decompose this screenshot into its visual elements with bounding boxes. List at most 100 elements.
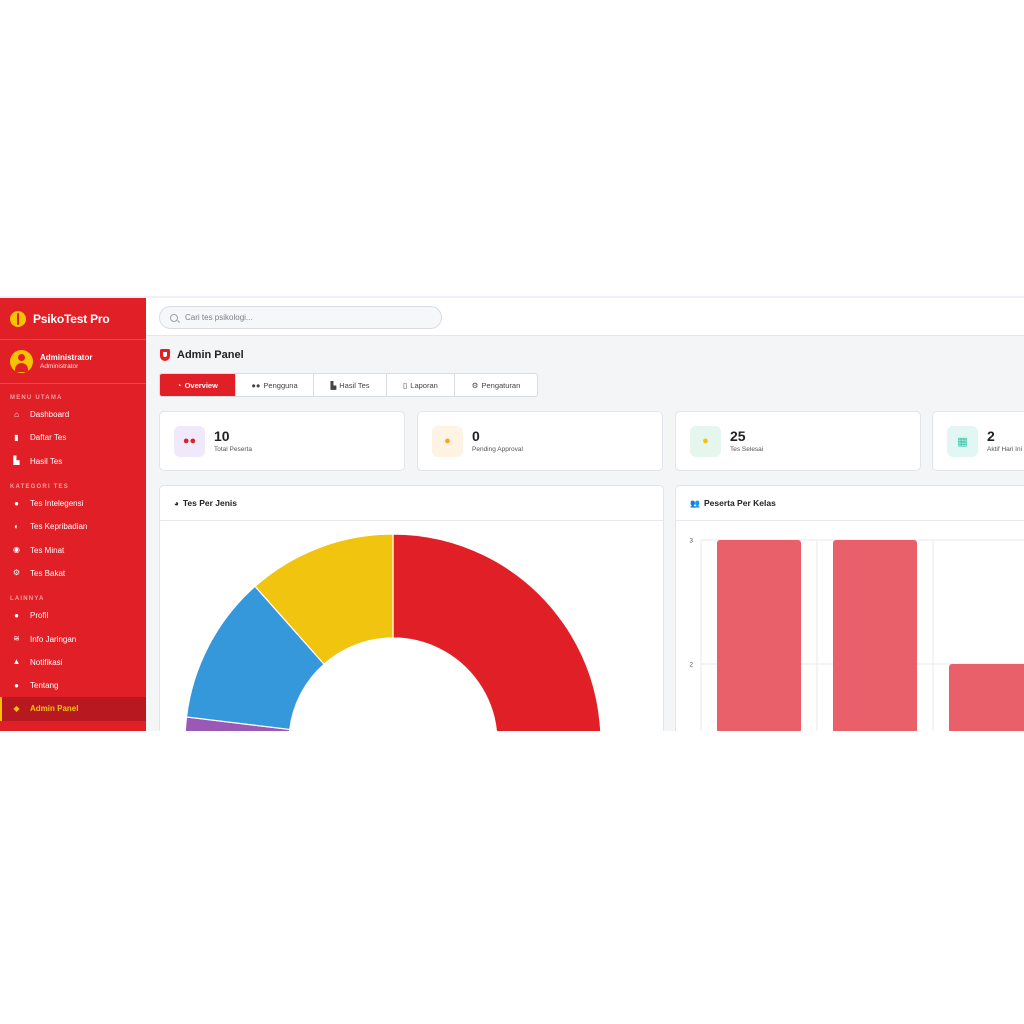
wifi-icon: ≋ (12, 635, 21, 644)
shield-icon (160, 349, 170, 361)
sidebar-item-tentang[interactable]: ● Tentang (0, 674, 146, 697)
sidebar-item-tes-kepribadian[interactable]: ◐ Tes Kepribadian (0, 515, 146, 538)
tab-pengguna[interactable]: ●● Pengguna (236, 374, 314, 396)
tab-pengaturan[interactable]: ⚙ Pengaturan (455, 374, 537, 396)
sidebar-item-notifikasi[interactable]: ▲ Notifikasi (0, 651, 146, 674)
section-label-menu-utama: MENU UTAMA (0, 395, 146, 401)
users-icon: ●● (251, 381, 260, 390)
sidebar-item-label: Hasil Tes (30, 457, 62, 466)
stat-value: 25 (730, 429, 763, 443)
sidebar-item-profil[interactable]: ● Profil (0, 604, 146, 627)
y-tick-label: 2 (689, 662, 693, 669)
user-role: Administrator (40, 363, 92, 370)
tab-label: Hasil Tes (339, 381, 369, 390)
search-input[interactable] (185, 313, 425, 322)
check-circle-icon: ● (690, 426, 721, 457)
sidebar-item-tes-intelegensi[interactable]: ● Tes Intelegensi (0, 492, 146, 515)
user-name: Administrator (40, 353, 92, 362)
page-title: Admin Panel (177, 349, 244, 361)
sidebar-item-label: Tes Intelegensi (30, 499, 83, 508)
user-profile[interactable]: Administrator Administrator (0, 340, 146, 384)
card-tes-per-jenis: ◕ Tes Per Jenis (159, 485, 664, 731)
sidebar-item-label: Notifikasi (30, 658, 62, 667)
sidebar-item-hasil-tes[interactable]: ▙ Hasil Tes (0, 450, 146, 473)
sidebar-item-label: Tentang (30, 681, 58, 690)
stat-card-tes-selesai: ● 25 Tes Selesai (675, 411, 921, 471)
sidebar-item-label: Dashboard (30, 410, 69, 419)
user-gear-icon: ● (12, 611, 21, 620)
bar-chart: 32 (676, 522, 1024, 731)
app-window: PsikoTest Pro Administrator Administrato… (0, 298, 1024, 731)
bar-2[interactable] (949, 664, 1024, 731)
sidebar-item-label: Info Jaringan (30, 635, 76, 644)
stat-value: 2 (987, 429, 1022, 443)
tab-overview[interactable]: ◔ Overview (160, 374, 236, 396)
file-icon: ▯ (403, 381, 407, 390)
bell-icon: ▲ (12, 658, 21, 667)
tab-label: Overview (185, 381, 218, 390)
tab-label: Laporan (410, 381, 438, 390)
sidebar-item-tes-minat[interactable]: ◉ Tes Minat (0, 538, 146, 561)
sidebar-item-label: Tes Minat (30, 546, 64, 555)
sidebar-item-dashboard[interactable]: ⌂ Dashboard (0, 403, 146, 426)
section-label-lainnya: LAINNYA (0, 596, 146, 602)
donut-chart (160, 522, 664, 731)
card-title: Peserta Per Kelas (704, 498, 776, 508)
pie-chart-icon: ◕ (174, 499, 179, 508)
chart-icon: ▙ (330, 381, 336, 390)
masks-icon: ◐ (12, 522, 21, 531)
card-header: ◕ Tes Per Jenis (160, 486, 663, 521)
card-title: Tes Per Jenis (183, 498, 237, 508)
stat-label: Tes Selesai (730, 446, 763, 453)
sidebar-item-label: Profil (30, 611, 48, 620)
avatar (10, 350, 33, 373)
brain-icon (10, 311, 26, 327)
users-icon: ●● (174, 426, 205, 457)
search-icon (170, 314, 178, 322)
tab-label: Pengguna (263, 381, 297, 390)
info-icon: ● (12, 681, 21, 690)
sidebar-item-label: Admin Panel (30, 704, 78, 713)
card-peserta-per-kelas: 👥 Peserta Per Kelas 32 (675, 485, 1024, 731)
brand-name: PsikoTest Pro (33, 312, 110, 326)
stat-label: Pending Approval (472, 446, 523, 453)
sidebar-item-label: Daftar Tes (30, 433, 66, 442)
stat-value: 0 (472, 429, 523, 443)
sidebar-item-label: Tes Kepribadian (30, 522, 87, 531)
brand[interactable]: PsikoTest Pro (0, 298, 146, 340)
stat-label: Total Peserta (214, 446, 252, 453)
tab-bar: ◔ Overview ●● Pengguna ▙ Hasil Tes ▯ Laporan ⚙ Pe… (159, 373, 538, 397)
section-label-kategori-tes: KATEGORI TES (0, 484, 146, 490)
topbar (146, 298, 1024, 336)
shield-icon: ◆ (12, 704, 21, 713)
compass-icon: ◉ (12, 546, 21, 555)
calendar-icon: ▦ (947, 426, 978, 457)
gears-icon: ⚙ (12, 569, 21, 578)
sidebar-item-info-jaringan[interactable]: ≋ Info Jaringan (0, 627, 146, 650)
tab-laporan[interactable]: ▯ Laporan (387, 374, 455, 396)
gear-icon: ⚙ (472, 381, 479, 390)
sidebar-item-daftar-tes[interactable]: ▮ Daftar Tes (0, 426, 146, 449)
search-box[interactable] (159, 306, 442, 329)
stat-card-aktif-hari-ini: ▦ 2 Aktif Hari Ini (932, 411, 1024, 471)
user-clock-icon: ● (432, 426, 463, 457)
users-icon: 👥 (690, 499, 700, 508)
sidebar: PsikoTest Pro Administrator Administrato… (0, 298, 146, 731)
clipboard-icon: ▮ (12, 433, 21, 442)
sidebar-item-tes-bakat[interactable]: ⚙ Tes Bakat (0, 562, 146, 585)
gauge-icon: ◔ (177, 381, 182, 390)
sidebar-item-admin-panel[interactable]: ◆ Admin Panel (0, 697, 146, 720)
bar-1[interactable] (833, 540, 917, 731)
tab-hasil-tes[interactable]: ▙ Hasil Tes (314, 374, 387, 396)
chart-icon: ▙ (12, 457, 21, 466)
stat-label: Aktif Hari Ini (987, 446, 1022, 453)
stat-value: 10 (214, 429, 252, 443)
stat-card-total-peserta: ●● 10 Total Peserta (159, 411, 405, 471)
donut-slice-0[interactable] (393, 534, 601, 731)
home-icon: ⌂ (12, 410, 21, 419)
tab-label: Pengaturan (481, 381, 520, 390)
sidebar-item-label: Tes Bakat (30, 569, 65, 578)
bar-0[interactable] (717, 540, 801, 731)
page-header: Admin Panel (160, 349, 244, 361)
lightbulb-icon: ● (12, 499, 21, 508)
